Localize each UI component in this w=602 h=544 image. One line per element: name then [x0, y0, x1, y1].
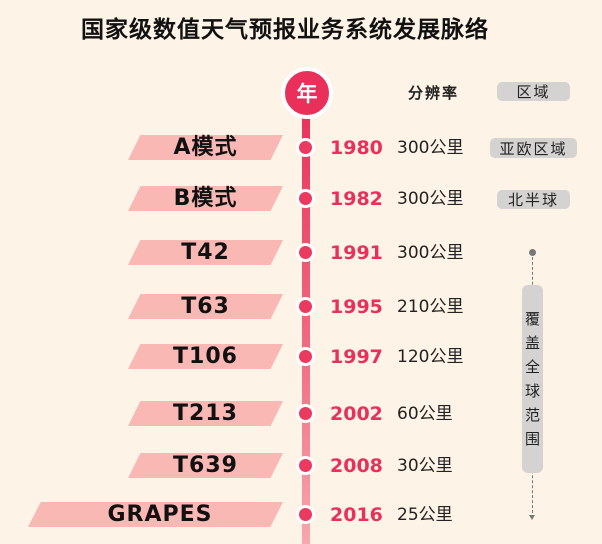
timeline-row: T63 1995 210公里	[0, 292, 602, 322]
timeline-dot	[296, 243, 315, 262]
region-pill: 北半球	[497, 190, 570, 209]
resolution: 300公里	[397, 189, 464, 209]
timeline-dot	[296, 138, 315, 157]
resolution: 60公里	[397, 404, 453, 424]
timeline-line	[302, 100, 310, 544]
model-banner	[128, 453, 283, 478]
region-header-pill: 区域	[497, 82, 570, 101]
year: 2008	[330, 455, 383, 477]
coverage-char: 覆	[524, 310, 540, 328]
coverage-char: 全	[524, 358, 540, 376]
year: 1991	[330, 242, 383, 264]
model-name: A模式	[173, 135, 238, 160]
model-banner	[128, 294, 283, 319]
model-name: T42	[181, 240, 230, 265]
year: 1995	[330, 296, 383, 318]
timeline-row: T106 1997 120公里	[0, 342, 602, 372]
model-banner	[128, 401, 283, 426]
region-pill: 亚欧区域	[490, 138, 577, 158]
timeline-row: B模式 1982 300公里	[0, 184, 602, 214]
year: 1997	[330, 346, 383, 368]
resolution: 300公里	[397, 138, 464, 158]
resolution-header: 分辨率	[408, 84, 460, 102]
year: 2002	[330, 403, 383, 425]
timeline-dot	[296, 189, 315, 208]
resolution: 120公里	[397, 347, 464, 367]
coverage-char: 球	[524, 382, 540, 400]
page-title: 国家级数值天气预报业务系统发展脉络	[81, 16, 489, 43]
timeline-dot	[296, 297, 315, 316]
global-coverage-pill: 覆 盖 全 球 范 围	[522, 285, 543, 473]
region-header-label: 区域	[516, 83, 551, 101]
year: 1982	[330, 188, 383, 210]
resolution: 300公里	[397, 243, 464, 263]
resolution: 25公里	[397, 505, 453, 525]
coverage-start-dot	[529, 249, 536, 256]
model-banner	[128, 344, 283, 369]
resolution: 210公里	[397, 297, 464, 317]
model-name: GRAPES	[107, 502, 213, 527]
timeline-row: A模式 1980 300公里	[0, 133, 602, 163]
region-label: 北半球	[507, 191, 559, 209]
region-label: 亚欧区域	[499, 139, 568, 158]
arrow-down-icon	[529, 515, 535, 520]
coverage-char: 范	[524, 406, 540, 424]
model-name: T639	[173, 453, 238, 478]
timeline-row: T639 2008 30公里	[0, 451, 602, 481]
model-banner	[128, 240, 283, 265]
year: 2016	[330, 504, 383, 526]
model-name: T213	[173, 401, 238, 426]
timeline-dot	[296, 456, 315, 475]
year-badge: 年	[281, 67, 333, 119]
coverage-char: 围	[524, 430, 540, 448]
timeline-dot	[296, 404, 315, 423]
timeline-row: T213 2002 60公里	[0, 399, 602, 429]
timeline-dot	[296, 347, 315, 366]
timeline-row: GRAPES 2016 25公里	[0, 500, 602, 530]
model-name: T106	[173, 344, 238, 369]
coverage-char: 盖	[524, 334, 540, 352]
resolution: 30公里	[397, 456, 453, 476]
model-banner	[28, 502, 283, 527]
model-banner	[128, 186, 283, 211]
model-name: T63	[181, 294, 230, 319]
year: 1980	[330, 137, 383, 159]
model-name: B模式	[173, 186, 238, 211]
timeline-dot	[296, 505, 315, 524]
timeline-row: T42 1991 300公里	[0, 238, 602, 268]
model-banner	[128, 135, 283, 160]
